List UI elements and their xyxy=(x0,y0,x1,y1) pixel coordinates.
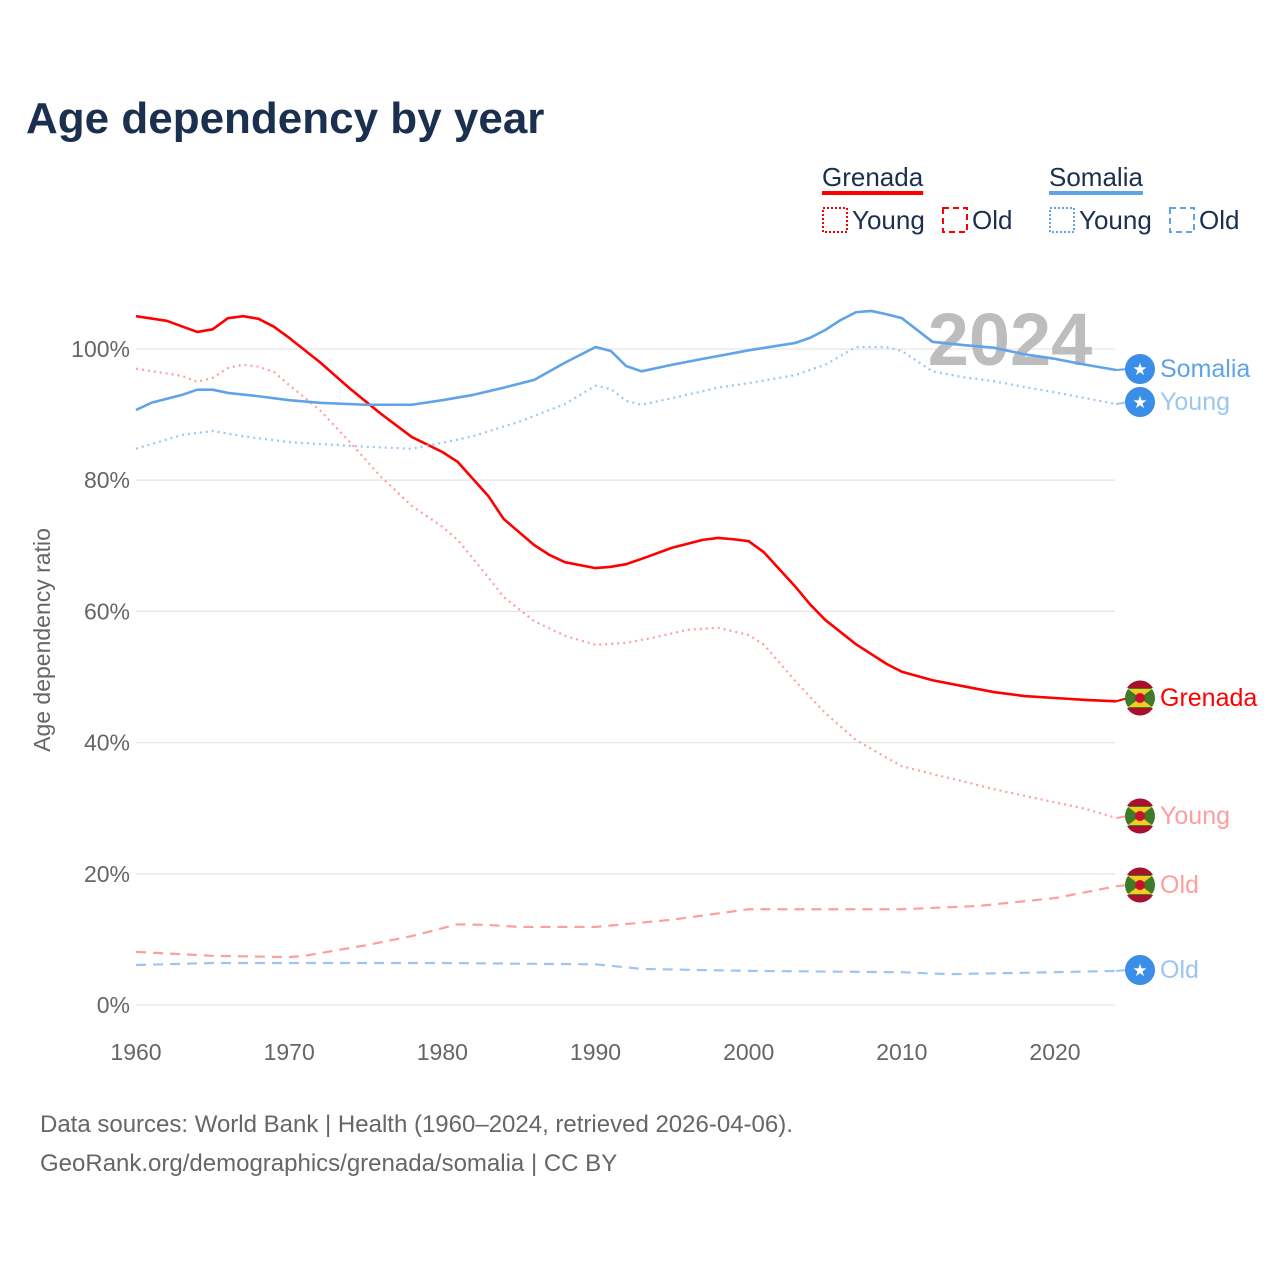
x-tick-label: 2000 xyxy=(723,1039,774,1065)
series-line-somalia-old xyxy=(135,961,1117,976)
series-lines xyxy=(135,309,1117,976)
legend-country: Somalia xyxy=(1049,162,1143,192)
end-label: Somalia xyxy=(1160,355,1250,383)
legend-item-young: Young xyxy=(1079,205,1152,235)
x-tick-label: 1980 xyxy=(417,1039,468,1065)
legend-item-young: Young xyxy=(852,205,925,235)
legend-swatch-young xyxy=(1049,207,1075,233)
legend-country: Grenada xyxy=(822,162,924,192)
series-line-somalia-young xyxy=(135,345,1117,450)
legend-country-underline xyxy=(822,191,924,195)
grenada-flag-center xyxy=(1135,811,1145,821)
legend-swatch-old xyxy=(942,207,968,233)
y-tick-label: 20% xyxy=(84,861,130,887)
end-label: Grenada xyxy=(1160,684,1257,712)
year-watermark: 2024 xyxy=(928,298,1093,381)
y-tick-label: 100% xyxy=(71,336,130,362)
somalia-flag-icon xyxy=(1125,955,1155,985)
y-tick-label: 80% xyxy=(84,467,130,493)
legend-item-old: Old xyxy=(972,205,1012,235)
series-line-grenada-old xyxy=(135,885,1117,959)
end-label: Young xyxy=(1160,802,1230,830)
x-tick-label: 1970 xyxy=(264,1039,315,1065)
y-axis-label: Age dependency ratio xyxy=(29,528,55,752)
legend-country-underline xyxy=(1049,191,1143,195)
grenada-flag-border xyxy=(1127,680,1153,716)
series-line-grenada xyxy=(135,314,1117,703)
somalia-flag-icon xyxy=(1125,354,1155,384)
legend-item-old: Old xyxy=(1199,205,1239,235)
x-tick-label: 2010 xyxy=(876,1039,927,1065)
end-label: Old xyxy=(1160,956,1199,984)
end-label: Old xyxy=(1160,871,1199,899)
y-tick-label: 0% xyxy=(97,992,130,1018)
star-icon: ★ xyxy=(1132,961,1147,980)
legend-swatch-old xyxy=(1169,207,1195,233)
series-line-somalia xyxy=(135,309,1117,412)
star-icon: ★ xyxy=(1132,360,1147,379)
legend-swatch-young xyxy=(822,207,848,233)
series-line-grenada-young xyxy=(135,363,1117,820)
chart-title: Age dependency by year xyxy=(26,94,544,143)
end-labels: Grenada Young Old ★ Somalia ★ Young ★ Old xyxy=(1115,354,1257,985)
y-tick-label: 60% xyxy=(84,598,130,624)
footer-sources: Data sources: World Bank | Health (1960–… xyxy=(40,1111,793,1138)
somalia-flag-icon xyxy=(1125,387,1155,417)
y-tick-label: 40% xyxy=(84,730,130,756)
legend: Grenada Young Old Somalia Young Old xyxy=(822,162,1239,235)
grenada-flag-center xyxy=(1135,693,1145,703)
end-label: Young xyxy=(1160,388,1230,416)
grenada-flag-center xyxy=(1135,880,1145,890)
x-tick-label: 2020 xyxy=(1029,1039,1080,1065)
grid: 0% 20% 40% 60% 80% 100% 1960 1970 1980 1990 2000 20… xyxy=(71,336,1115,1065)
grenada-flag-border xyxy=(1127,867,1153,903)
grenada-flag-border xyxy=(1127,798,1153,834)
x-tick-label: 1990 xyxy=(570,1039,621,1065)
x-tick-label: 1960 xyxy=(110,1039,161,1065)
footer-credit: GeoRank.org/demographics/grenada/somalia… xyxy=(40,1150,617,1177)
star-icon: ★ xyxy=(1132,393,1147,412)
